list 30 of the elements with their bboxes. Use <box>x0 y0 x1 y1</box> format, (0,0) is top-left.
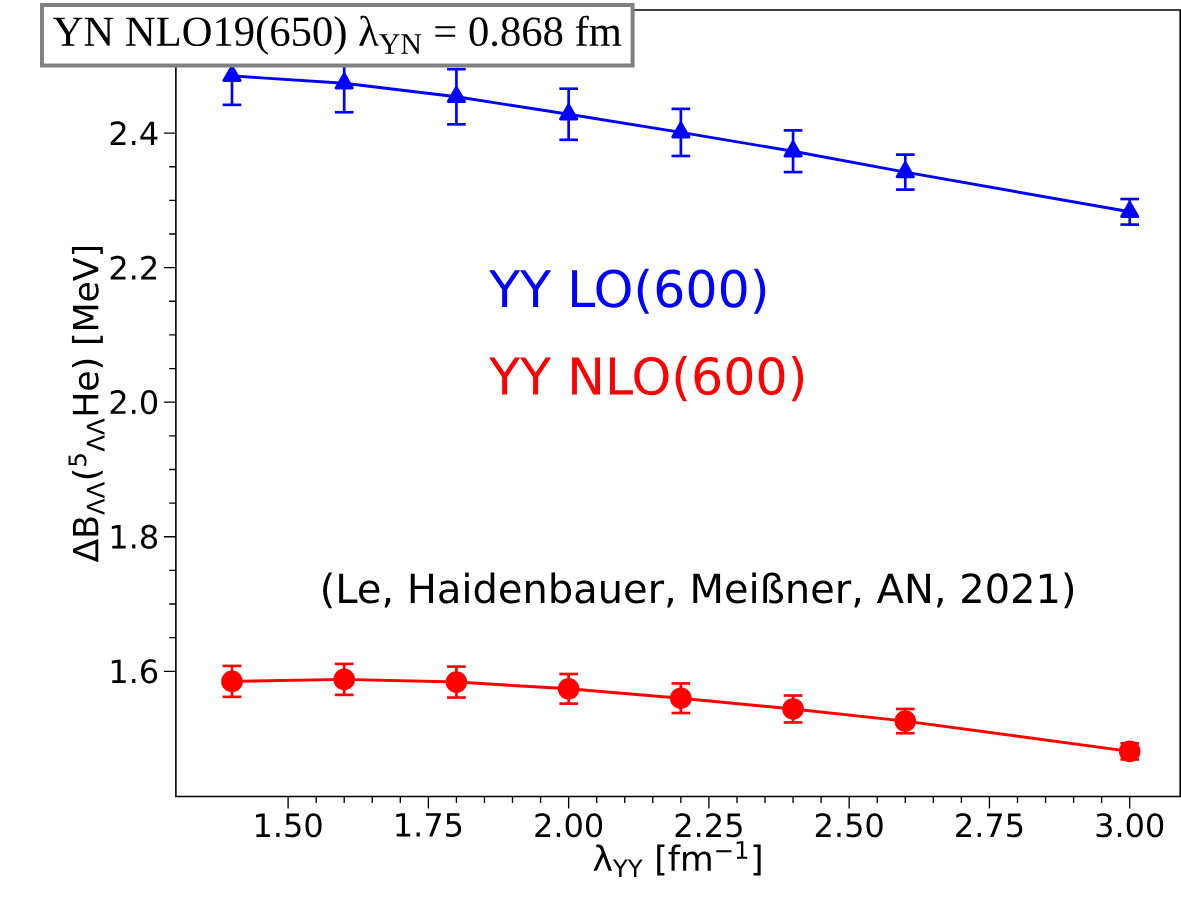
x-tick-label: 1.75 <box>396 812 462 837</box>
x-tick-label: 2.25 <box>675 812 742 838</box>
point <box>334 72 354 90</box>
y-tick-label: 2.4 <box>110 121 158 145</box>
annotation: (Le, Haidenbauer, Meißner, AN, 2021) <box>323 572 1074 609</box>
point <box>783 140 803 158</box>
point <box>221 670 243 693</box>
point <box>557 677 580 700</box>
point <box>222 64 242 82</box>
point <box>445 671 468 693</box>
x-tick-label: 2.00 <box>535 812 603 838</box>
y-tick-label: 1.8 <box>111 524 157 549</box>
x-tick-label: 1.50 <box>256 812 322 838</box>
point <box>895 161 915 179</box>
text: YY LO(600) <box>489 268 766 314</box>
point <box>670 687 692 709</box>
y-tick-label: 1.6 <box>111 659 158 684</box>
text: YY NLO(600) <box>489 355 804 402</box>
y-axis-title: ΔB$_{ΛΛ}$($^{5}$$_{ΛΛ}$He) [MeV] <box>68 246 105 563</box>
annotation: YN NLO19(650) λ$_{YN}$ = 0.868 fm <box>53 15 622 55</box>
point <box>559 103 579 121</box>
y-tick-label: 2.0 <box>110 389 158 415</box>
x-tick-label: 2.75 <box>956 812 1023 838</box>
point <box>446 85 466 103</box>
point <box>333 668 355 691</box>
x-axis-title: λ$_{YY}$ [fm$^{−1}$] <box>593 840 761 877</box>
x-tick-label: 2.50 <box>815 812 883 838</box>
x-tick-label: 3.00 <box>1096 812 1164 838</box>
point <box>671 121 691 139</box>
y-tick-label: 2.2 <box>110 255 156 280</box>
